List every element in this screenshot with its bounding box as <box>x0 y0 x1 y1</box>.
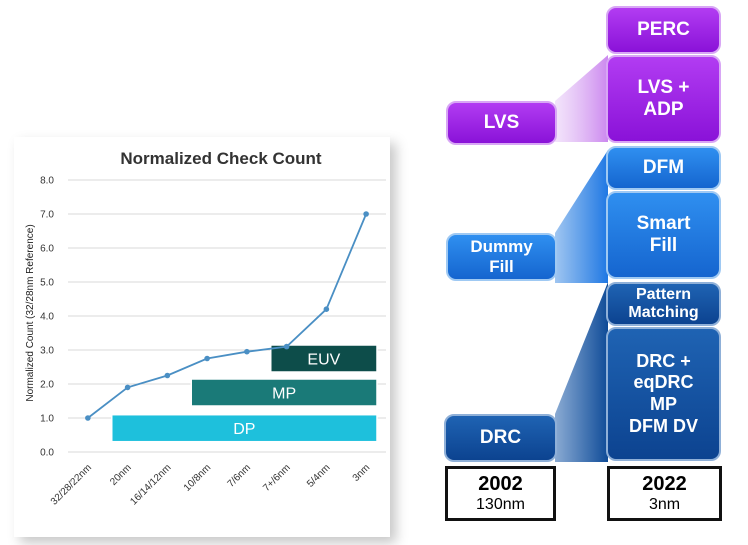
band-mp <box>190 378 378 407</box>
smart-fill-box: Smart Fill <box>606 191 721 279</box>
series-line <box>87 213 367 419</box>
data-series <box>85 211 369 421</box>
y-tick-label: 1.0 <box>40 414 54 425</box>
chart-title: Normalized Check Count <box>120 149 322 168</box>
drc-box: DRC <box>444 414 557 462</box>
drc-stack-box: DRC + eqDRC MP DFM DV <box>606 327 721 461</box>
lvs-funnel <box>555 55 608 142</box>
data-point <box>124 384 131 391</box>
y-tick-label: 5.0 <box>40 278 54 289</box>
dummy-fill-funnel <box>555 150 608 283</box>
dfm-box: DFM <box>606 146 721 190</box>
y-axis-label: Normalized Count (32/28nm Reference) <box>25 224 36 401</box>
band-label-dp: DP <box>233 421 255 438</box>
data-point <box>85 415 91 421</box>
y-tick-label: 8.0 <box>40 176 54 187</box>
y-tick-label: 2.0 <box>40 380 54 391</box>
band-euv <box>270 344 378 373</box>
lithography-bands: EUV MP DP <box>111 344 378 443</box>
lvs-box: LVS <box>446 101 557 145</box>
gridlines <box>68 179 386 453</box>
y-tick-label: 3.0 <box>40 346 54 357</box>
node-3nm-label: 3nm <box>648 496 681 513</box>
y-tick-label: 6.0 <box>40 244 54 255</box>
year-box-2022: 2022 3nm <box>607 466 722 521</box>
y-tick-label: 7.0 <box>40 210 54 221</box>
pattern-matching-box: Pattern Matching <box>606 282 721 326</box>
y-tick-label: 4.0 <box>40 312 54 323</box>
y-tick-labels: 0.0 1.0 2.0 3.0 4.0 5.0 6.0 7.0 8.0 <box>40 176 54 459</box>
dummy-fill-box: Dummy Fill <box>446 233 557 281</box>
data-point <box>164 372 171 379</box>
drc-funnel <box>555 282 608 462</box>
data-point <box>283 343 290 350</box>
chart-card <box>14 137 390 537</box>
perc-box: PERC <box>606 6 721 54</box>
lvs-adp-box: LVS + ADP <box>606 55 721 143</box>
band-label-mp: MP <box>272 386 296 403</box>
band-dp <box>111 413 378 443</box>
data-point <box>204 355 210 362</box>
year-2022-label: 2022 <box>642 473 687 495</box>
year-2002-label: 2002 <box>478 473 523 495</box>
data-point <box>244 348 250 355</box>
band-label-euv: EUV <box>307 352 340 369</box>
data-point <box>323 306 330 313</box>
data-point <box>363 211 369 217</box>
y-tick-label: 0.0 <box>40 448 54 459</box>
node-130nm-label: 130nm <box>476 496 525 513</box>
year-box-2002: 2002 130nm <box>445 466 556 521</box>
